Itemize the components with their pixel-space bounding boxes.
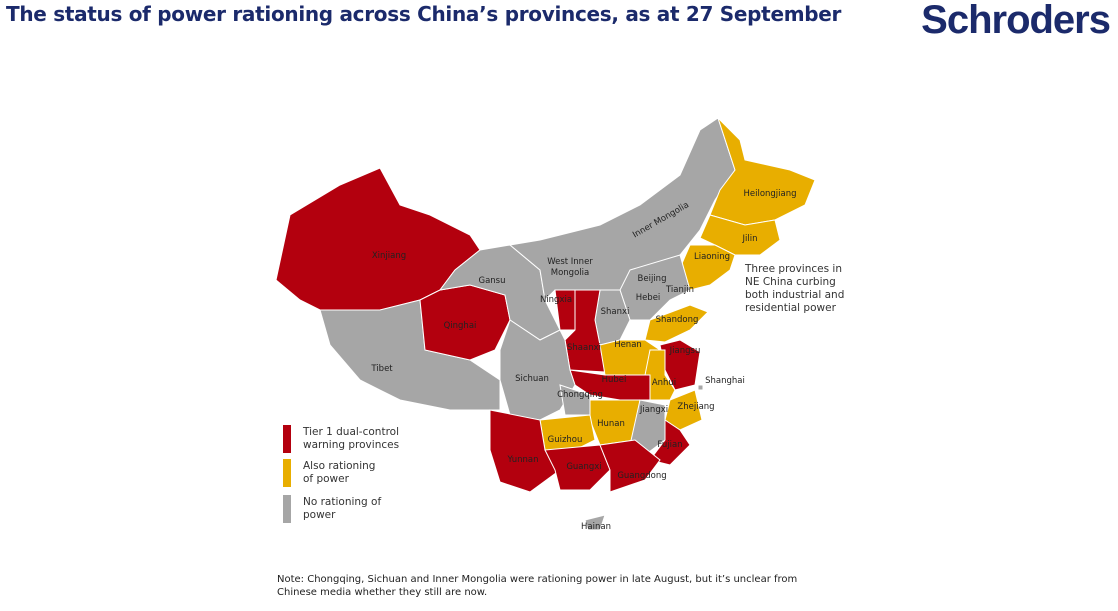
province-label-hunan: Hunan [597,419,625,429]
province-label-zhejiang: Zhejiang [677,402,714,412]
footnote: Note: Chongqing, Sichuan and Inner Mongo… [277,574,798,598]
province-label-heilongjiang: Heilongjiang [743,189,796,199]
province-label-hebei: Hebei [636,293,661,303]
province-jiangxi [629,399,666,456]
province-label-west-inner-mongolia: West Inner Mongolia [547,257,593,278]
province-label-ningxia: Ningxia [540,295,572,305]
province-label-yunnan: Yunnan [507,455,539,465]
province-fujian [649,419,691,466]
province-jilin [699,214,781,256]
province-label-jilin: Jilin [742,234,758,244]
province-label-shanxi: Shanxi [601,307,630,317]
province-label-hainan: Hainan [581,522,611,532]
province-hainan [584,514,606,531]
province-label-guizhou: Guizhou [548,435,583,445]
province-yunnan [489,409,561,493]
province-zhejiang [664,389,703,431]
province-label-beijing: Beijing [638,274,667,284]
province-label-fujian: Fujian [657,440,682,450]
province-label-qinghai: Qinghai [444,321,477,331]
page-title: The status of power rationing across Chi… [6,2,842,26]
province-tibet [319,299,501,411]
province-label-tibet: Tibet [370,364,393,374]
province-label-gansu: Gansu [479,276,506,286]
province-label-liaoning: Liaoning [694,252,730,262]
legend-swatch-yellow [283,459,291,487]
province-label-chongqing: Chongqing [557,390,603,400]
legend-swatch-gray [283,495,291,523]
province-inner-mongolia [508,117,736,302]
legend-label: Also rationing of power [303,460,376,485]
province-label-henan: Henan [614,340,642,350]
province-label-jiangsu: Jiangsu [669,346,701,356]
province-shanghai [697,384,704,391]
legend-label: Tier 1 dual-control warning provinces [303,426,400,451]
province-label-xinjiang: Xinjiang [372,251,406,261]
province-label-guangxi: Guangxi [566,462,601,472]
province-guangdong [599,439,661,493]
province-label-anhui: Anhui [652,378,676,388]
province-label-shanghai: Shanghai [705,376,745,386]
legend-label: No rationing of power [303,496,382,521]
schroders-logo: Schroders [921,0,1111,42]
legend-swatch-red [283,425,291,453]
province-label-tianjin: Tianjin [665,285,694,295]
province-label-hubei: Hubei [602,375,627,385]
province-label-shaanxi: Shaanxi [567,343,601,353]
province-heilongjiang [709,117,816,226]
province-label-jiangxi: Jiangxi [639,405,668,415]
province-label-shandong: Shandong [656,315,699,325]
province-label-guangdong: Guangdong [617,471,666,481]
province-label-sichuan: Sichuan [515,374,549,384]
ne-china-annotation: Three provinces in NE China curbing both… [745,263,845,314]
province-sichuan [499,319,576,421]
